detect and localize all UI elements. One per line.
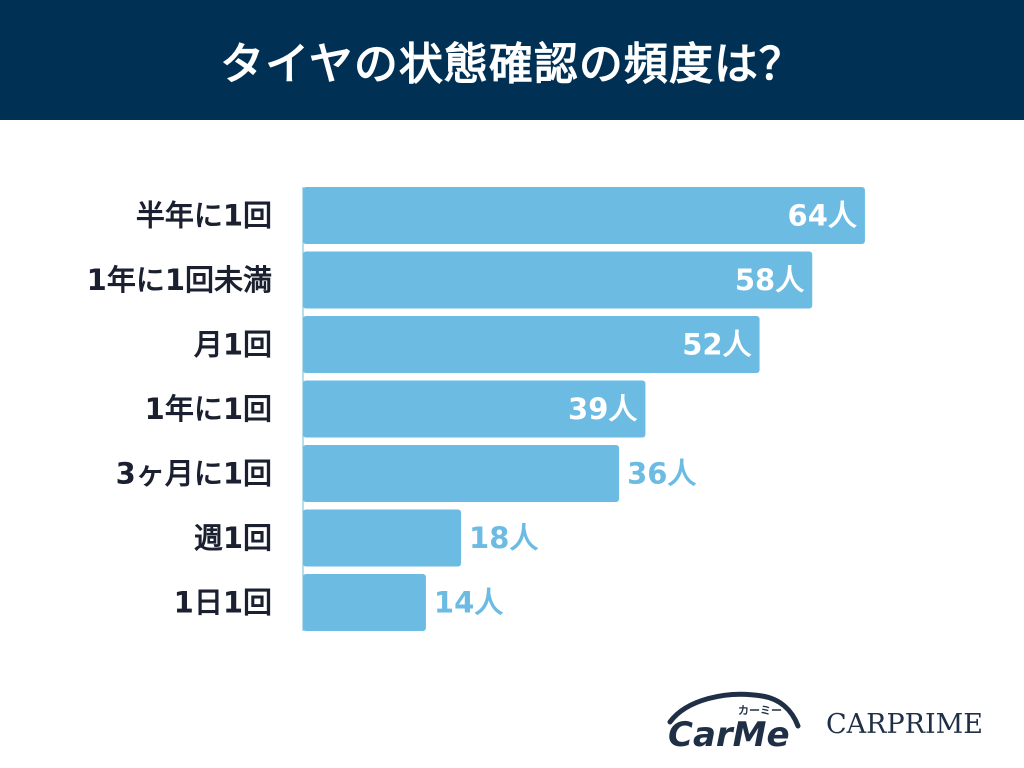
- bar: [303, 574, 426, 631]
- carme-logo: カーミー CarMe: [667, 691, 801, 754]
- bar: [303, 509, 462, 567]
- value-label: 18人: [469, 521, 538, 555]
- car-roof-icon: [667, 691, 801, 729]
- category-label: 1年に1回未満: [87, 263, 272, 297]
- chart-title: タイヤの状態確認の頻度は？: [220, 39, 804, 90]
- category-label: 3ヶ月に1回: [116, 457, 272, 491]
- value-label: 58人: [735, 263, 804, 297]
- category-label: 週1回: [194, 521, 272, 555]
- value-label: 39人: [568, 392, 637, 426]
- value-label: 14人: [434, 586, 503, 620]
- category-label: 半年に1回: [136, 199, 272, 233]
- bar: [303, 445, 620, 502]
- carprime-logo: CARPRIME: [826, 709, 984, 740]
- bar: [303, 187, 865, 244]
- carme-kana: カーミー: [738, 704, 782, 717]
- bar: [303, 251, 813, 309]
- category-label: 1年に1回: [145, 392, 272, 426]
- value-label: 36人: [627, 457, 696, 491]
- carme-wordmark: CarMe: [668, 715, 790, 754]
- category-label: 1日1回: [174, 586, 272, 620]
- category-label: 月1回: [193, 328, 272, 362]
- bar: [303, 316, 760, 373]
- value-label: 64人: [788, 199, 857, 233]
- bar: [303, 380, 646, 438]
- title-banner: タイヤの状態確認の頻度は？: [0, 0, 1024, 120]
- value-label: 52人: [682, 328, 751, 362]
